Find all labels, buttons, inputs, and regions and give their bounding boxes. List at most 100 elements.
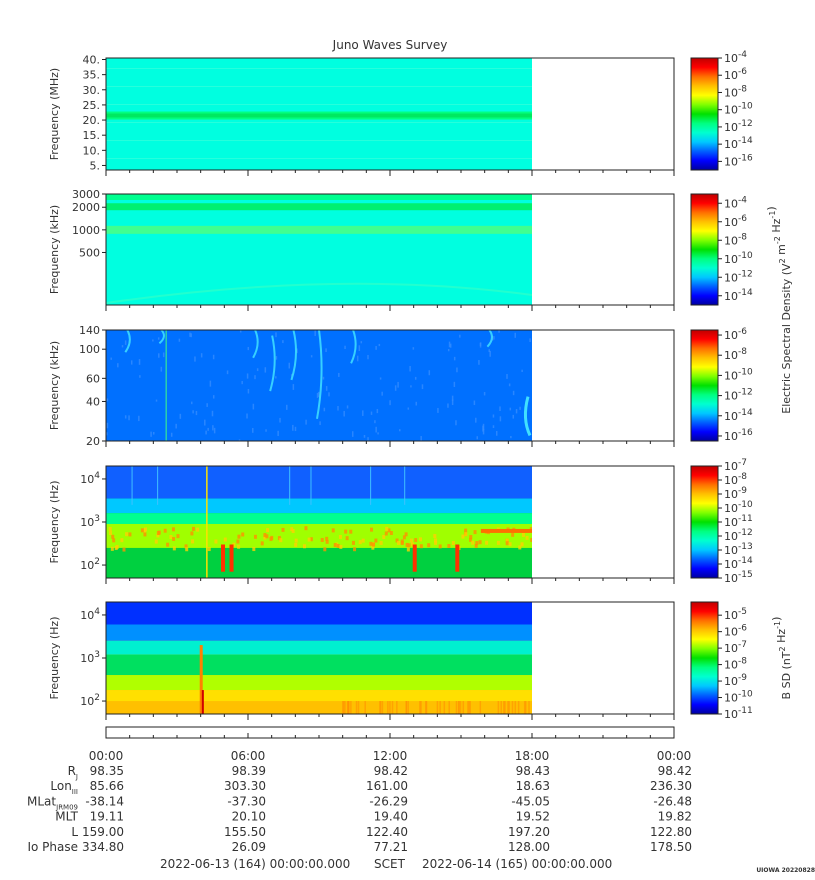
ephemeris-table: 00:00 06:00 12:00 18:00 00:00 RJ 98.35 98.39 98.… bbox=[27, 749, 692, 854]
ephemeris-value: 98.42 bbox=[658, 764, 692, 778]
colorbar-tick-label: 10-9 bbox=[724, 673, 747, 688]
colorbar-tick-label: 10-14 bbox=[724, 136, 753, 151]
ephemeris-value: 334.80 bbox=[82, 840, 124, 854]
time-label: 06:00 bbox=[231, 749, 266, 763]
colorbar-tick-label: 10-6 bbox=[724, 214, 747, 229]
ephemeris-value: -38.14 bbox=[85, 794, 124, 808]
ephemeris-row-label: L bbox=[71, 825, 78, 839]
ephemeris-value: 19.82 bbox=[658, 810, 692, 824]
y-tick-label: 103 bbox=[80, 514, 100, 529]
time-label: 18:00 bbox=[515, 749, 550, 763]
spectrogram-panels: 40. 35. 30. 25. 20. 15. 10. 5. Frequency (MHz) 30… bbox=[48, 54, 675, 720]
ephemeris-value: 98.39 bbox=[232, 764, 266, 778]
y-tick-label: 102 bbox=[80, 693, 100, 708]
time-label: 00:00 bbox=[89, 749, 124, 763]
colorbar-tick-label: 10-14 bbox=[724, 288, 753, 303]
y-tick-label: 500 bbox=[79, 246, 100, 259]
ephemeris-value: 20.10 bbox=[232, 810, 266, 824]
ephemeris-row-label: MLT bbox=[55, 810, 78, 824]
spectrogram-data-4 bbox=[106, 466, 532, 578]
y-axis-label: Frequency (kHz) bbox=[48, 341, 61, 430]
footer-end-time: 2022-06-14 (165) 00:00:00.000 bbox=[422, 857, 612, 871]
colorbar-tick-label: 10-6 bbox=[724, 327, 747, 342]
colorbar-tick-label: 10-11 bbox=[724, 706, 753, 721]
colorbar-gradient bbox=[690, 601, 719, 715]
y-tick-label: 30. bbox=[83, 84, 101, 97]
y-tick-label: 15. bbox=[83, 129, 101, 142]
colorbar-tick-label: 10-4 bbox=[724, 50, 747, 65]
footer-stamp: UIOWA 20220828 bbox=[756, 867, 815, 874]
y-tick-label: 3000 bbox=[72, 188, 100, 201]
colorbar-tick-label: 10-15 bbox=[724, 570, 753, 585]
spectrogram-data-3 bbox=[106, 330, 532, 441]
y-tick-label: 40. bbox=[83, 54, 101, 67]
ephemeris-value: 303.30 bbox=[224, 779, 266, 793]
spectrogram-panel-5: 104 103 102 Frequency (Hz) bbox=[48, 601, 675, 720]
colorbar-tick-label: 10-13 bbox=[724, 542, 753, 557]
ephemeris-row-label: MLatJRM09 bbox=[27, 794, 78, 811]
y-tick-label: 104 bbox=[80, 607, 100, 622]
colorbar-tick-label: 10-10 bbox=[724, 690, 753, 705]
colorbar-tick-label: 10-11 bbox=[724, 514, 753, 529]
ephemeris-value: 122.80 bbox=[650, 825, 692, 839]
time-label: 00:00 bbox=[657, 749, 692, 763]
colorbar-tick-label: 10-8 bbox=[724, 232, 747, 247]
colorbar-tick-label: 10-10 bbox=[724, 367, 753, 382]
spectrogram-panel-4: 104 103 102 Frequency (Hz) bbox=[48, 465, 675, 584]
colorbar-tick-label: 10-10 bbox=[724, 251, 753, 266]
colorbar-tick-label: 10-7 bbox=[724, 640, 747, 655]
y-tick-label: 40 bbox=[86, 395, 100, 408]
y-tick-label: 104 bbox=[80, 471, 100, 486]
y-tick-label: 10. bbox=[83, 144, 101, 157]
y-axis-label: Frequency (Hz) bbox=[48, 617, 61, 700]
y-tick-label: 35. bbox=[83, 69, 101, 82]
ephemeris-value: 19.11 bbox=[90, 810, 124, 824]
colorbar-tick-label: 10-6 bbox=[724, 624, 747, 639]
colorbar-tick-label: 10-8 bbox=[724, 472, 747, 487]
time-axis-strip bbox=[105, 726, 675, 739]
ephemeris-value: 98.35 bbox=[90, 764, 124, 778]
ephemeris-value: 161.00 bbox=[366, 779, 408, 793]
y-axis-label: Frequency (kHz) bbox=[48, 205, 61, 294]
y-tick-label: 1000 bbox=[72, 224, 100, 237]
y-tick-label: 2000 bbox=[72, 201, 100, 214]
ephemeris-value: 18.63 bbox=[516, 779, 550, 793]
colorbar-4: 10-710-810-910-1010-1110-1210-1310-1410-… bbox=[690, 458, 753, 585]
y-tick-label: 103 bbox=[80, 650, 100, 665]
colorbar-tick-label: 10-16 bbox=[724, 153, 753, 168]
colorbar-3: 10-6 10-8 10-10 10-12 10-14 10-16 bbox=[690, 327, 753, 443]
time-label: 12:00 bbox=[373, 749, 408, 763]
colorbar-tick-label: 10-10 bbox=[724, 102, 753, 117]
colorbar-gradient bbox=[690, 193, 719, 306]
y-tick-label: 140 bbox=[79, 324, 100, 337]
colorbar-tick-label: 10-12 bbox=[724, 388, 753, 403]
y-axis-label: Frequency (MHz) bbox=[48, 68, 61, 160]
ephemeris-value: 77.21 bbox=[374, 840, 408, 854]
y-tick-label: 25. bbox=[83, 99, 101, 112]
colorbar-tick-label: 10-14 bbox=[724, 408, 753, 423]
colorbar-gradient bbox=[690, 329, 719, 442]
colorbar-gradient bbox=[690, 57, 719, 171]
colorbar-2: 10-4 10-6 10-8 10-10 10-12 10-14 bbox=[690, 193, 753, 306]
y-tick-label: 20. bbox=[83, 114, 101, 127]
magnetic-colorbar-title: B SD (nT2 Hz-1) bbox=[770, 617, 793, 700]
y-tick-label: 100 bbox=[79, 343, 100, 356]
ephemeris-value: 159.00 bbox=[82, 825, 124, 839]
ephemeris-value: 122.40 bbox=[366, 825, 408, 839]
ephemeris-value: 128.00 bbox=[508, 840, 550, 854]
ephemeris-row-label: Io Phase bbox=[27, 840, 78, 854]
y-tick-label: 102 bbox=[80, 557, 100, 572]
colorbar-tick-label: 10-10 bbox=[724, 500, 753, 515]
ephemeris-value: 178.50 bbox=[650, 840, 692, 854]
colorbar-tick-label: 10-5 bbox=[724, 607, 747, 622]
colorbar-tick-label: 10-8 bbox=[724, 84, 747, 99]
y-tick-label: 60 bbox=[86, 372, 100, 385]
footer-start-time: 2022-06-13 (164) 00:00:00.000 bbox=[160, 857, 350, 871]
spectrogram-data-5 bbox=[106, 602, 532, 714]
colorbar-tick-label: 10-9 bbox=[724, 486, 747, 501]
colorbar-tick-label: 10-7 bbox=[724, 458, 747, 473]
ephemeris-row-label: LonIII bbox=[50, 779, 78, 796]
